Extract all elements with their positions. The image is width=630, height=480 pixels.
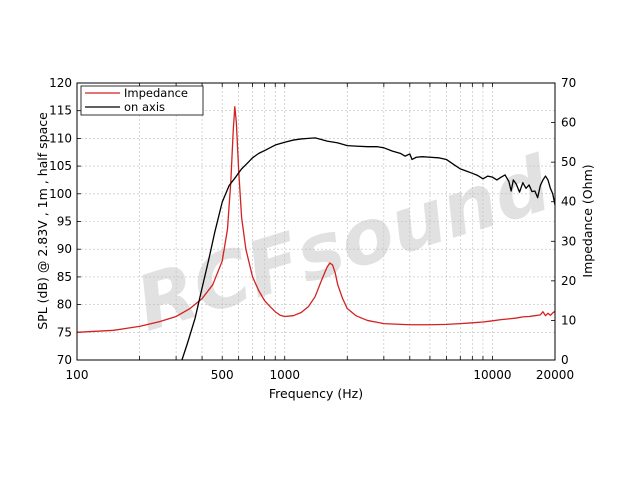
legend-label-impedance: Impedance bbox=[124, 86, 188, 100]
legend-box bbox=[80, 85, 204, 116]
x-tick-label: 1000 bbox=[269, 368, 300, 382]
plot-border bbox=[76, 82, 556, 361]
x-tick-label: 100 bbox=[66, 368, 89, 382]
left-y-tick-label: 110 bbox=[49, 131, 72, 145]
right-y-tick-label: 40 bbox=[561, 195, 576, 209]
right-y-axis-label: Impedance (Ohm) bbox=[580, 164, 595, 277]
right-y-tick-label: 20 bbox=[561, 274, 576, 288]
right-y-tick-label: 70 bbox=[561, 76, 576, 90]
x-tick-label: 500 bbox=[211, 368, 234, 382]
left-y-tick-label: 70 bbox=[57, 353, 72, 367]
left-y-tick-label: 90 bbox=[57, 242, 72, 256]
x-tick-label: 20000 bbox=[536, 368, 574, 382]
right-y-tick-label: 30 bbox=[561, 234, 576, 248]
left-y-tick-label: 100 bbox=[49, 187, 72, 201]
right-y-tick-label: 60 bbox=[561, 116, 576, 130]
x-tick-label: 10000 bbox=[473, 368, 511, 382]
left-y-tick-label: 95 bbox=[57, 215, 72, 229]
left-y-tick-label: 120 bbox=[49, 76, 72, 90]
left-y-tick-label: 85 bbox=[57, 270, 72, 284]
left-y-tick-label: 105 bbox=[49, 159, 72, 173]
legend-label-on-axis: on axis bbox=[124, 100, 165, 114]
series-line-impedance bbox=[76, 106, 556, 333]
series-lines bbox=[76, 106, 556, 361]
x-axis-ticks: 100 500 1000 10000 20000 bbox=[66, 83, 574, 382]
series-line-on-axis bbox=[181, 137, 556, 361]
left-y-tick-label: 80 bbox=[57, 298, 72, 312]
right-y-tick-label: 10 bbox=[561, 313, 576, 327]
left-y-axis-ticks: 70 75 80 85 90 95 100 105 110 115 120 bbox=[49, 76, 81, 367]
watermark-logo-text: RCFsound bbox=[126, 138, 561, 348]
left-y-axis-label: SPL (dB) @ 2.83V , 1m , half space bbox=[35, 112, 50, 330]
left-y-tick-label: 115 bbox=[49, 104, 72, 118]
x-axis-label: Frequency (Hz) bbox=[269, 386, 363, 401]
left-y-tick-label: 75 bbox=[57, 325, 72, 339]
right-y-tick-label: 50 bbox=[561, 155, 576, 169]
right-y-tick-label: 0 bbox=[561, 353, 569, 367]
legend: Impedance on axis bbox=[80, 85, 204, 116]
